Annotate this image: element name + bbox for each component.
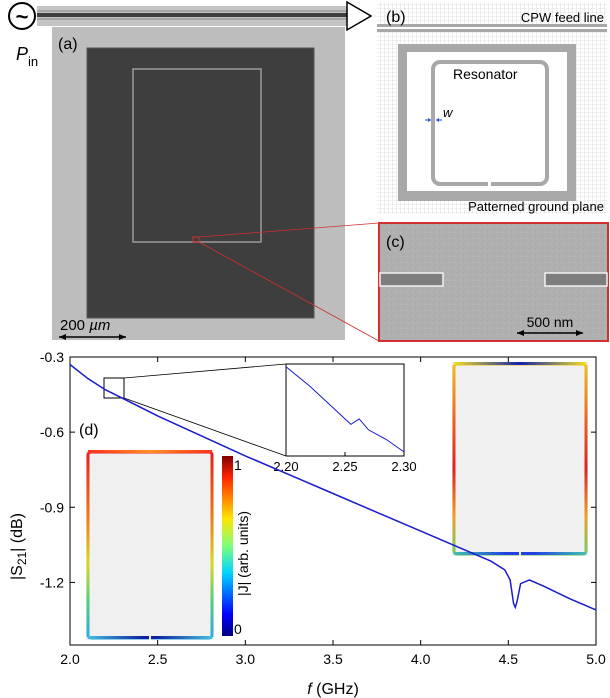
current-map-left bbox=[86, 450, 214, 640]
x-tick-label: 3.5 bbox=[323, 651, 343, 667]
colorbar-gradient bbox=[222, 456, 233, 636]
width-label: w bbox=[443, 105, 454, 120]
panel-d: -0.3 -0.6 -0.9 -1.2 2.0 2.5 3.0 3.5 4.0 4.5 5.0 (… bbox=[9, 349, 606, 698]
panel-a: (a) 200 µm bbox=[52, 27, 345, 340]
y-tick-label: -0.6 bbox=[40, 424, 64, 440]
panel-c: (c) 500 nm bbox=[378, 222, 609, 342]
inset: 2.20 2.25 2.30 bbox=[103, 363, 417, 474]
source-circle-icon bbox=[8, 2, 36, 30]
colorbar-label: |J| (arb. units) bbox=[235, 511, 251, 596]
colorbar-max: 1 bbox=[234, 457, 242, 473]
series-line bbox=[69, 363, 597, 611]
inset-connector-bottom bbox=[123, 397, 287, 457]
resonator-gap bbox=[488, 180, 491, 188]
x-tick-label: 2.5 bbox=[148, 651, 168, 667]
scalebar-a-right-arrow bbox=[119, 334, 126, 340]
inset-x-tick-label: 2.25 bbox=[332, 459, 357, 474]
panel-a-scalebar: 200 µm bbox=[59, 317, 126, 340]
x-tick-label: 5.0 bbox=[586, 651, 606, 667]
y-tick-label: -1.2 bbox=[40, 574, 64, 590]
x-tick-label: 2.0 bbox=[60, 651, 80, 667]
scalebar-a-label: 200 µm bbox=[60, 317, 110, 334]
inset-source-box bbox=[103, 377, 125, 399]
feed-line-center bbox=[37, 13, 347, 17]
scalebar-c-left-arrow bbox=[517, 330, 524, 336]
inset-x-tick-label: 2.20 bbox=[273, 459, 298, 474]
inset-x-ticks: 2.20 2.25 2.30 bbox=[273, 452, 417, 474]
x-tick-label: 4.5 bbox=[499, 651, 519, 667]
chip-dark-region bbox=[86, 47, 315, 319]
width-arrows bbox=[425, 118, 442, 122]
strip-right bbox=[544, 272, 608, 287]
scalebar-c-label: 500 nm bbox=[527, 314, 574, 330]
x-axis-ticks: 2.0 2.5 3.0 3.5 4.0 4.5 5.0 bbox=[60, 357, 606, 667]
y-axis-title: |S21| (dB) bbox=[9, 513, 29, 580]
panel-d-label: (d) bbox=[79, 422, 99, 439]
ground-plane-label: Patterned ground plane bbox=[468, 199, 604, 214]
inset-frame bbox=[285, 363, 405, 457]
x-axis-title: f (GHz) bbox=[307, 681, 359, 698]
panel-c-label: (c) bbox=[386, 234, 405, 251]
strip-left bbox=[379, 272, 444, 287]
inset-series-line bbox=[285, 366, 405, 453]
panel-a-label: (a) bbox=[58, 36, 78, 53]
colorbar: 1 0 |J| (arb. units) bbox=[222, 456, 251, 637]
resonator-label: Resonator bbox=[453, 66, 518, 82]
source-symbol: ~ bbox=[16, 4, 29, 29]
feed-line-label: CPW feed line bbox=[521, 10, 604, 25]
power-label: Pin bbox=[16, 44, 38, 69]
x-tick-label: 4.0 bbox=[411, 651, 431, 667]
y-axis-ticks: -0.3 -0.6 -0.9 -1.2 bbox=[40, 349, 596, 590]
panel-b-label: (b) bbox=[386, 9, 406, 26]
scalebar-a-left-arrow bbox=[59, 334, 66, 340]
output-triangle-icon bbox=[346, 0, 373, 32]
inset-connector-top bbox=[123, 363, 287, 379]
feed-line-diagram: ~ Pin bbox=[8, 0, 373, 69]
current-map-right bbox=[452, 362, 588, 556]
panel-b: (b) CPW feed line Resonator w Patterned … bbox=[377, 2, 607, 214]
scalebar-c-right-arrow bbox=[576, 330, 583, 336]
feed-line-b-gap bbox=[377, 27, 607, 29]
y-tick-label: -0.3 bbox=[40, 349, 64, 365]
zoom-lines-a-c bbox=[192, 222, 380, 342]
y-tick-label: -0.9 bbox=[40, 499, 64, 515]
inset-x-tick-label: 2.30 bbox=[391, 459, 416, 474]
colorbar-min: 0 bbox=[234, 621, 242, 637]
x-tick-label: 3.0 bbox=[236, 651, 256, 667]
